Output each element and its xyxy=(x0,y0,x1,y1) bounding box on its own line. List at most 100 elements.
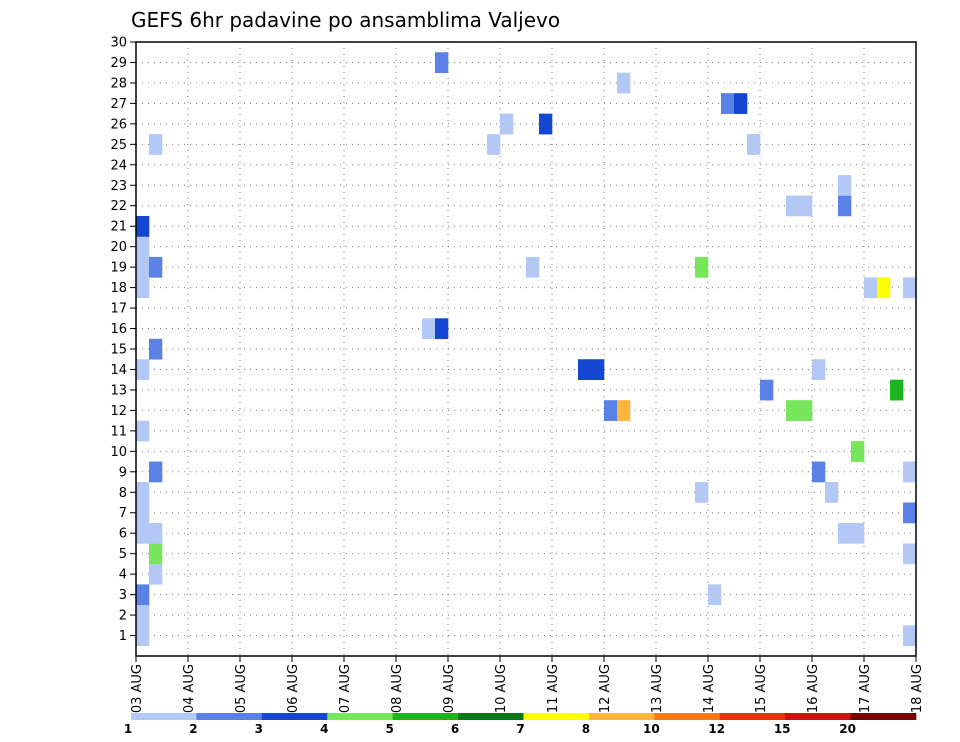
precip-cell xyxy=(149,256,163,278)
legend-label: 12 xyxy=(708,722,725,736)
y-tick-label: 27 xyxy=(110,97,127,112)
precip-cell xyxy=(578,359,592,380)
precip-cell xyxy=(435,318,449,340)
precip-cell xyxy=(747,134,761,155)
x-tick-label: 14 AUG xyxy=(702,664,717,713)
precip-cell xyxy=(903,461,917,483)
precip-cell xyxy=(435,52,449,73)
legend-swatch xyxy=(654,713,721,720)
precip-cell xyxy=(136,482,150,503)
precip-cell xyxy=(136,277,150,299)
y-tick-label: 6 xyxy=(119,527,127,542)
legend-label: 10 xyxy=(643,722,660,736)
precip-cell xyxy=(721,93,735,114)
precip-cell xyxy=(526,256,540,278)
y-tick-label: 26 xyxy=(110,117,127,132)
precip-cell xyxy=(149,134,163,155)
precip-cell xyxy=(903,502,917,524)
y-tick-label: 24 xyxy=(110,158,127,173)
precip-cell xyxy=(487,134,501,155)
precip-cell xyxy=(708,584,722,606)
precip-cell xyxy=(136,215,150,237)
x-tick-label: 17 AUG xyxy=(858,664,873,713)
precip-cell xyxy=(617,72,631,94)
legend-swatch xyxy=(523,713,590,720)
y-tick-label: 15 xyxy=(110,343,127,358)
legend-label: 7 xyxy=(516,722,524,736)
y-tick-label: 29 xyxy=(110,56,127,71)
y-tick-label: 10 xyxy=(110,445,127,460)
precip-cell xyxy=(812,359,826,380)
precip-cell xyxy=(136,502,150,524)
precip-cell xyxy=(799,195,813,217)
precip-cell xyxy=(539,113,553,135)
legend-swatch xyxy=(850,713,917,720)
precip-cell xyxy=(734,93,748,114)
legend-swatch xyxy=(392,713,459,720)
legend-label: 15 xyxy=(774,722,791,736)
precip-cell xyxy=(695,482,709,503)
x-tick-label: 07 AUG xyxy=(338,664,353,713)
y-tick-label: 4 xyxy=(119,568,127,583)
precip-cell xyxy=(838,175,852,196)
precip-cell xyxy=(604,400,618,421)
precip-cell xyxy=(149,461,163,483)
x-tick-label: 05 AUG xyxy=(234,664,249,713)
legend-swatch xyxy=(261,713,328,720)
y-tick-label: 11 xyxy=(110,424,127,439)
legend-swatch xyxy=(458,713,524,720)
y-tick-label: 17 xyxy=(110,302,127,317)
legend-swatch xyxy=(719,713,786,720)
precip-cell xyxy=(149,338,163,360)
precip-cell xyxy=(903,277,917,299)
precip-cell xyxy=(851,522,865,544)
precip-cell xyxy=(591,359,605,380)
x-tick-label: 03 AUG xyxy=(130,664,145,713)
heatmap-cells xyxy=(136,52,917,647)
y-axis: 1234567891011121314151617181920212223242… xyxy=(110,36,136,644)
precip-cell xyxy=(136,584,150,606)
precip-cell xyxy=(136,522,150,544)
y-tick-label: 19 xyxy=(110,261,127,276)
y-tick-label: 25 xyxy=(110,138,127,153)
y-tick-label: 12 xyxy=(110,404,127,419)
precip-cell xyxy=(136,625,150,647)
x-tick-label: 18 AUG xyxy=(910,664,925,713)
x-tick-label: 16 AUG xyxy=(806,664,821,713)
precip-cell xyxy=(136,236,150,258)
legend-swatch xyxy=(785,713,851,720)
precip-cell xyxy=(812,461,826,483)
precip-cell xyxy=(149,522,163,544)
y-tick-label: 14 xyxy=(110,363,127,378)
legend-swatch xyxy=(196,713,263,720)
chart-title: GEFS 6hr padavine po ansamblima Valjevo xyxy=(131,8,560,32)
y-tick-label: 9 xyxy=(119,465,127,480)
precip-cell xyxy=(136,256,150,278)
y-tick-label: 5 xyxy=(119,547,127,562)
precip-cell xyxy=(851,441,865,462)
precip-cell xyxy=(149,563,163,585)
precip-cell xyxy=(136,359,150,380)
y-tick-label: 2 xyxy=(119,609,127,624)
y-tick-label: 30 xyxy=(110,36,127,51)
precip-cell xyxy=(903,625,917,647)
x-axis: 03 AUG 04 AUG 05 AUG 06 AUG 07 AUG 08 AUG 09 A… xyxy=(130,656,925,713)
y-tick-label: 28 xyxy=(110,76,127,91)
legend-label: 1 xyxy=(124,722,132,736)
y-tick-label: 21 xyxy=(110,220,127,235)
y-tick-label: 1 xyxy=(119,629,127,644)
legend-label: 3 xyxy=(255,722,263,736)
precip-cell xyxy=(877,277,891,299)
legend-label: 4 xyxy=(320,722,328,736)
y-tick-label: 23 xyxy=(110,179,127,194)
y-tick-label: 18 xyxy=(110,281,127,296)
y-tick-label: 20 xyxy=(110,240,127,255)
x-tick-label: 09 AUG xyxy=(442,664,457,713)
precip-cell xyxy=(617,400,631,421)
precip-cell xyxy=(838,522,852,544)
precip-cell xyxy=(838,195,852,217)
y-tick-label: 8 xyxy=(119,486,127,501)
x-tick-label: 08 AUG xyxy=(390,664,405,713)
legend-swatch xyxy=(327,713,393,720)
precip-cell xyxy=(786,195,800,217)
